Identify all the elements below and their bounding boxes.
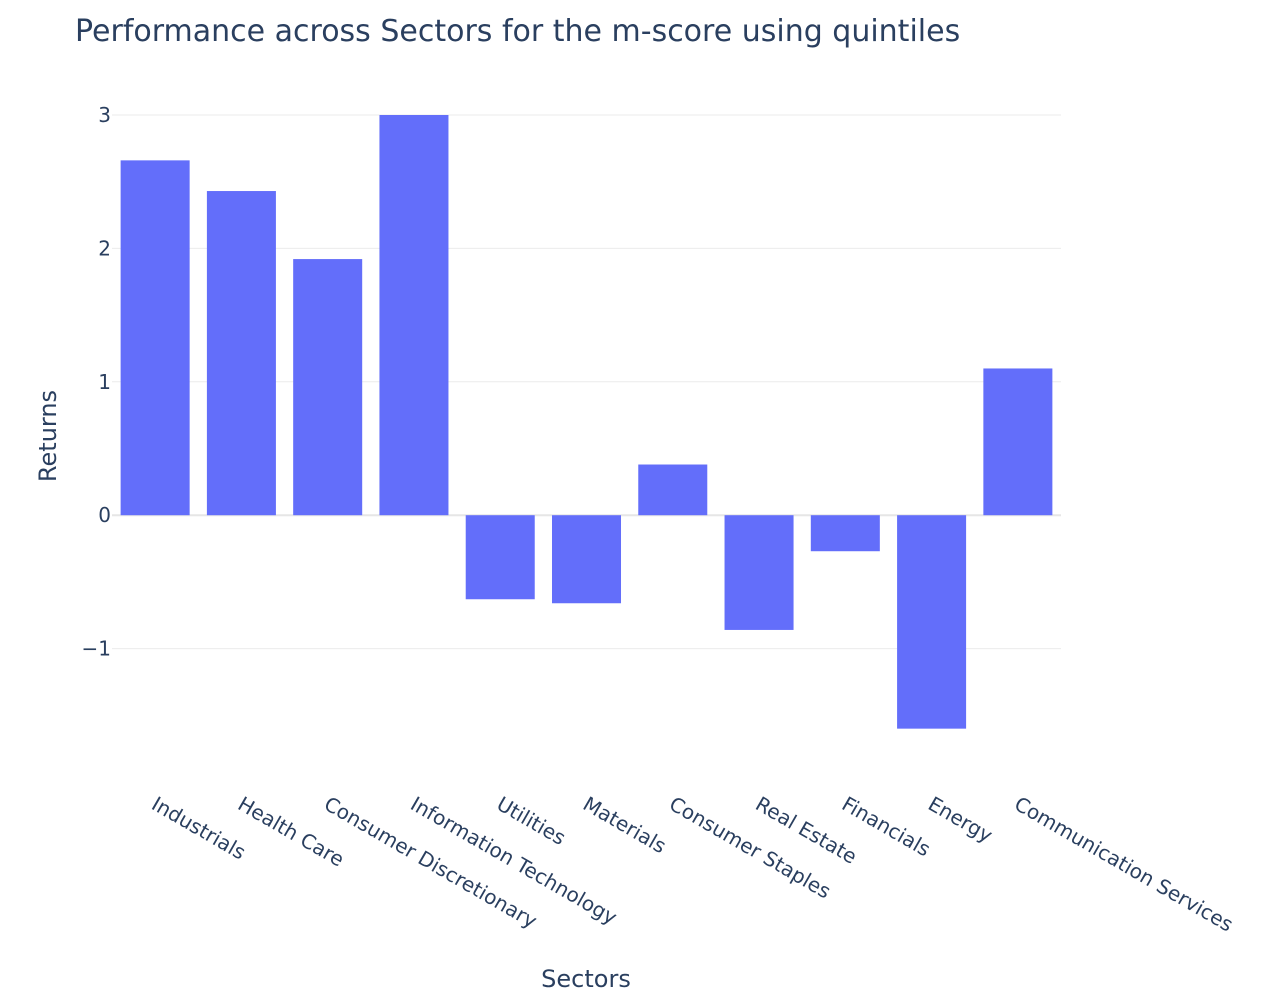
bar[interactable] xyxy=(120,160,190,516)
bar[interactable] xyxy=(379,115,449,516)
bar[interactable] xyxy=(983,368,1053,516)
x-axis-title: Sectors xyxy=(541,965,631,993)
y-tick-labels: −1 0 1 2 3 xyxy=(82,103,111,661)
chart-title: Performance across Sectors for the m-sco… xyxy=(75,14,960,49)
y-tick-label: 3 xyxy=(98,103,111,127)
y-tick-label: 1 xyxy=(98,370,111,394)
bar[interactable] xyxy=(293,259,363,516)
bar[interactable] xyxy=(897,515,967,729)
x-tick-label: Communication Services xyxy=(1010,792,1237,937)
bar[interactable] xyxy=(206,191,276,516)
bar[interactable] xyxy=(551,515,622,604)
y-tick-label: 0 xyxy=(98,503,111,527)
bars xyxy=(120,115,1053,729)
y-axis-title: Returns xyxy=(34,390,62,482)
bar[interactable] xyxy=(810,515,880,552)
bar[interactable] xyxy=(638,464,708,516)
bar[interactable] xyxy=(724,515,794,630)
x-tick-label: Materials xyxy=(579,792,670,859)
y-tick-label: 2 xyxy=(98,236,111,260)
x-tick-label: Consumer Staples xyxy=(665,792,835,904)
y-tick-label: −1 xyxy=(82,637,111,661)
x-tick-label: Industrials xyxy=(148,792,250,865)
x-tick-label: Energy xyxy=(924,792,997,848)
bar[interactable] xyxy=(465,515,535,600)
